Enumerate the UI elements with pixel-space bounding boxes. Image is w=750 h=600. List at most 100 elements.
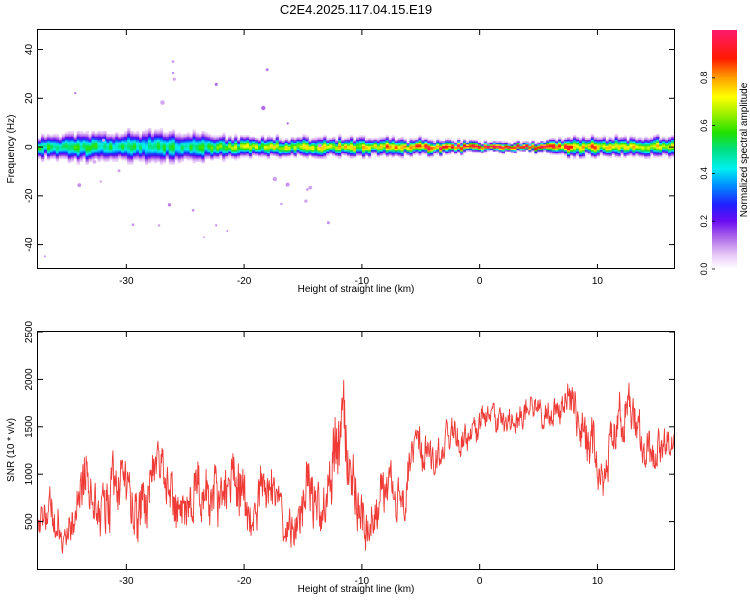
heatmap-cell (379, 141, 384, 143)
heatmap-cell (326, 144, 330, 146)
heatmap-cell (572, 144, 577, 146)
heatmap-cell (251, 148, 256, 151)
heatmap-cell (52, 142, 57, 145)
heatmap-cell (70, 157, 75, 159)
heatmap-cell (195, 133, 199, 136)
heatmap-cell (142, 154, 146, 157)
heatmap-cell (668, 148, 672, 151)
heatmap-cell (311, 145, 315, 148)
heatmap-cell (112, 142, 116, 145)
heatmap-cell (38, 144, 42, 146)
heatmap-cell (260, 138, 265, 140)
heatmap-cell (320, 155, 324, 158)
heatmap-cell (142, 141, 146, 143)
heatmap-cell (308, 154, 312, 157)
heatmap-cell (581, 155, 586, 158)
heatmap-cell (121, 151, 125, 154)
heatmap-cell (168, 138, 173, 140)
heatmap-cell (246, 138, 250, 140)
heatmap-cell (471, 142, 476, 145)
heatmap-cell (70, 147, 75, 149)
heatmap-cell (127, 145, 131, 148)
heatmap-cell (561, 141, 565, 143)
heatmap-cell (356, 148, 360, 151)
heatmap-cell (260, 154, 265, 157)
heatmap-cell (272, 147, 277, 149)
heatmap-cell (406, 141, 410, 143)
heatmap-cell (91, 141, 95, 143)
heatmap-cell (513, 149, 517, 152)
heatmap-cell (581, 136, 586, 139)
heatmap-cell (177, 147, 182, 149)
heatmap-cell (109, 147, 113, 149)
heatmap-cell (222, 136, 226, 139)
heatmap-cell (118, 138, 122, 140)
heatmap-cell (659, 141, 663, 143)
heatmap-cell (477, 148, 482, 151)
heatmap-cell (394, 147, 399, 149)
heatmap-cell (195, 145, 199, 148)
heatmap-cell (317, 147, 321, 149)
heatmap-cell (231, 157, 235, 159)
heatmap-cell (418, 136, 422, 139)
heatmap-cell (614, 138, 618, 140)
heatmap-cell (55, 144, 60, 146)
heatmap-cell (287, 141, 292, 143)
heatmap-cell (412, 139, 416, 142)
heatmap-cell (144, 136, 149, 139)
heatmap-cell (492, 142, 497, 145)
heatmap-cell (278, 141, 283, 143)
heatmap-cell (231, 141, 235, 143)
y-tick-label: 40 (24, 44, 35, 56)
heatmap-cell (347, 155, 351, 158)
heatmap-cell (219, 136, 223, 139)
heatmap-speck (167, 203, 172, 207)
heatmap-cell (76, 160, 81, 162)
heatmap-cell (314, 149, 318, 152)
heatmap-cell (85, 141, 89, 143)
heatmap-cell (159, 163, 164, 165)
heatmap-cell (88, 152, 92, 155)
heatmap-cell (617, 149, 621, 152)
heatmap-cell (213, 154, 217, 157)
heatmap-cell (43, 139, 48, 142)
heatmap-cell (546, 142, 550, 145)
heatmap-cell (263, 152, 268, 155)
heatmap-cell (311, 144, 315, 146)
heatmap-cell (177, 144, 182, 146)
heatmap-cell (139, 142, 143, 145)
heatmap-cell (70, 144, 75, 146)
heatmap-cell (195, 148, 199, 151)
heatmap-cell (555, 139, 559, 142)
heatmap-cell (97, 142, 101, 145)
heatmap-cell (142, 138, 146, 140)
heatmap-cell (70, 133, 75, 136)
heatmap-cell (602, 141, 607, 143)
heatmap-cell (278, 142, 283, 145)
heatmap-cell (49, 136, 54, 139)
heatmap-cell (115, 151, 119, 154)
heatmap-cell (445, 141, 449, 143)
heatmap-cell (468, 149, 473, 152)
heatmap-cell (391, 149, 396, 152)
heatmap-cell (593, 149, 598, 152)
heatmap-cell (272, 141, 277, 143)
heatmap-cell (112, 141, 116, 143)
heatmap-cell (620, 148, 624, 151)
heatmap-cell (103, 158, 107, 161)
heatmap-cell (644, 147, 648, 149)
heatmap-cell (222, 135, 226, 138)
heatmap-cell (338, 157, 342, 159)
heatmap-cell (489, 147, 494, 149)
heatmap-cell (168, 135, 173, 138)
heatmap-cell (578, 157, 583, 159)
heatmap-cell (635, 149, 639, 152)
heatmap-cell (76, 130, 81, 133)
heatmap-cell (376, 138, 381, 140)
heatmap-cell (210, 149, 214, 152)
heatmap-cell (599, 139, 604, 142)
heatmap-cell (219, 147, 223, 149)
heatmap-cell (168, 158, 173, 161)
heatmap-cell (79, 155, 83, 158)
